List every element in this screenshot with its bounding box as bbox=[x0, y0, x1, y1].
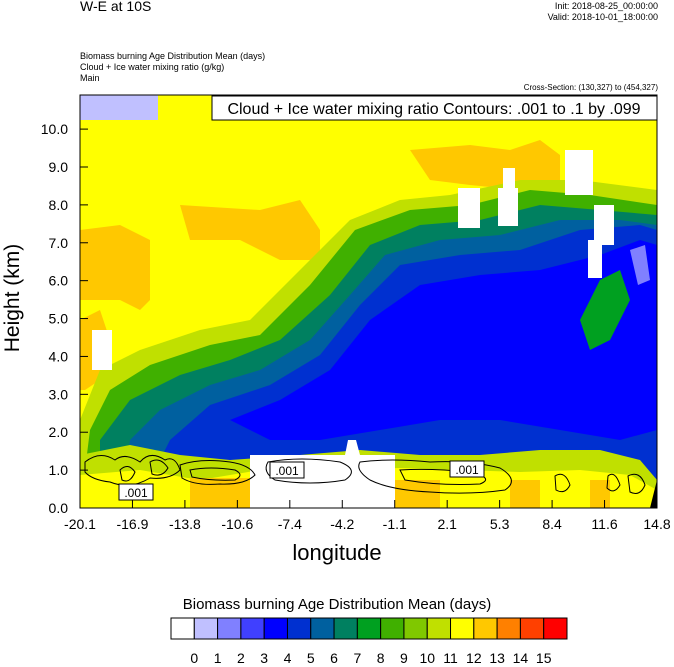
field-label-cloud: Cloud + Ice water mixing ratio (g/kg) bbox=[80, 62, 225, 72]
y-axis-title: Height (km) bbox=[1, 243, 24, 353]
x-tick-label: -4.2 bbox=[330, 516, 354, 532]
contour-label: .001 bbox=[455, 463, 479, 477]
colorbar-swatch bbox=[380, 617, 405, 640]
colorbar-swatch bbox=[450, 617, 475, 640]
x-tick-label: 8.4 bbox=[542, 516, 562, 532]
colorbar-label: 5 bbox=[307, 650, 315, 666]
y-tick-label: 0.0 bbox=[49, 500, 69, 516]
x-tick-label: -16.9 bbox=[116, 516, 148, 532]
y-axis: 0.0 1.0 2.0 3.0 4.0 5.0 6.0 7.0 8.0 9.0 10.0 bbox=[41, 121, 88, 516]
y-tick-label: 4.0 bbox=[49, 348, 69, 364]
colorbar-swatch bbox=[263, 617, 288, 640]
y-tick-label: 2.0 bbox=[49, 424, 69, 440]
y-tick-label: 6.0 bbox=[49, 273, 69, 289]
contour-label: .001 bbox=[124, 486, 148, 500]
field-label-age: Biomass burning Age Distribution Mean (d… bbox=[80, 51, 266, 61]
colorbar-label: 2 bbox=[237, 650, 245, 666]
colorbar-label: 6 bbox=[330, 650, 338, 666]
colorbar-swatch bbox=[426, 617, 452, 640]
y-tick-label: 9.0 bbox=[49, 159, 69, 175]
cross-section-label: Cross-Section: (130,327) to (454,327) bbox=[523, 83, 658, 92]
colorbar-label: 14 bbox=[513, 650, 529, 666]
x-tick-label: -20.1 bbox=[64, 516, 96, 532]
colorbar-swatch bbox=[496, 617, 521, 640]
contour-label: .001 bbox=[275, 464, 299, 478]
contour-title: Cloud + Ice water mixing ratio Contours:… bbox=[227, 101, 640, 118]
colorbar-title: Biomass burning Age Distribution Mean (d… bbox=[182, 596, 492, 613]
x-axis: -20.1 -16.9 -13.8 -10.6 -7.4 -4.2 -1.1 2.1 5.3 8.… bbox=[64, 500, 671, 532]
x-tick-label: 14.8 bbox=[643, 516, 670, 532]
colorbar-swatch bbox=[310, 617, 335, 640]
colorbar-label: 9 bbox=[400, 650, 408, 666]
colorbar-swatch bbox=[333, 617, 358, 640]
colorbar-swatch bbox=[519, 617, 545, 640]
y-tick-label: 5.0 bbox=[49, 311, 69, 327]
chart-title: W-E at 10S bbox=[80, 0, 152, 14]
x-tick-label: -13.8 bbox=[169, 516, 201, 532]
colorbar-swatch bbox=[193, 617, 219, 640]
colorbar: 0 1 2 3 4 5 6 7 8 9 10 11 12 13 14 15 bbox=[170, 617, 568, 666]
colorbar-label: 7 bbox=[353, 650, 361, 666]
colorbar-swatch bbox=[240, 617, 265, 640]
y-tick-label: 3.0 bbox=[49, 386, 69, 402]
field-label-main: Main bbox=[80, 73, 100, 83]
x-axis-title: longitude bbox=[292, 540, 382, 565]
init-time-label: Init: 2018-08-25_00:00:00 bbox=[554, 1, 658, 11]
colorbar-label: 11 bbox=[443, 650, 458, 666]
colorbar-label: 4 bbox=[284, 650, 292, 666]
colorbar-swatch bbox=[543, 617, 568, 640]
colorbar-label: 12 bbox=[466, 650, 482, 666]
y-tick-label: 1.0 bbox=[49, 462, 69, 478]
plot-field bbox=[80, 95, 657, 508]
x-tick-label: -1.1 bbox=[383, 516, 407, 532]
x-tick-label: 11.6 bbox=[591, 516, 617, 532]
colorbar-label: 15 bbox=[536, 650, 552, 666]
colorbar-label: 10 bbox=[419, 650, 435, 666]
valid-time-label: Valid: 2018-10-01_18:00:00 bbox=[547, 12, 658, 22]
plot-frame bbox=[79, 94, 658, 509]
colorbar-label: 1 bbox=[214, 650, 222, 666]
y-tick-label: 8.0 bbox=[49, 197, 69, 213]
y-tick-label: 7.0 bbox=[49, 235, 69, 251]
x-tick-label: 2.1 bbox=[437, 516, 457, 532]
x-tick-label: 5.3 bbox=[490, 516, 510, 532]
colorbar-swatch bbox=[286, 617, 312, 640]
colorbar-swatch bbox=[170, 617, 195, 640]
colorbar-label: 8 bbox=[377, 650, 385, 666]
x-tick-label: -10.6 bbox=[221, 516, 253, 532]
colorbar-swatch bbox=[403, 617, 428, 640]
colorbar-swatch bbox=[473, 617, 498, 640]
x-tick-label: -7.4 bbox=[278, 516, 302, 532]
colorbar-label: 0 bbox=[190, 650, 198, 666]
colorbar-swatch bbox=[217, 617, 242, 640]
contour-title-box bbox=[211, 95, 658, 121]
y-tick-label: 10.0 bbox=[41, 121, 68, 137]
colorbar-label: 13 bbox=[489, 650, 505, 666]
colorbar-label: 3 bbox=[260, 650, 268, 666]
colorbar-swatch bbox=[356, 617, 382, 640]
